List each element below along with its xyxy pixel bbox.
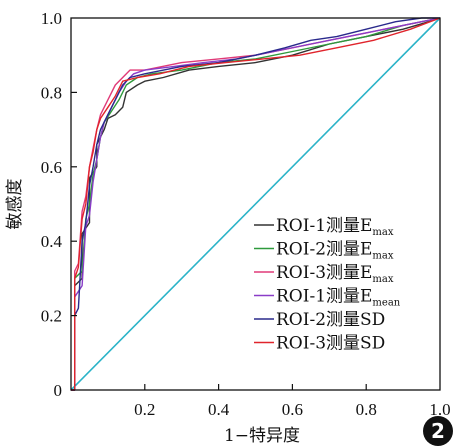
x-tick-label: 0.2 <box>134 400 155 419</box>
y-tick-label: 0.6 <box>41 158 62 177</box>
x-tick-label: 0.6 <box>282 400 303 419</box>
y-tick-label: 0 <box>54 381 63 400</box>
legend: ROI-1测量EmaxROI-2测量EmaxROI-3测量EmaxROI-1测量… <box>254 216 401 354</box>
x-axis-label: 1−特异度 <box>224 426 300 446</box>
y-tick-label: 0.4 <box>41 232 63 251</box>
y-tick-label: 1.0 <box>41 9 62 28</box>
legend-label-3: ROI-3测量Emax <box>276 263 394 285</box>
badge-circle <box>423 416 453 446</box>
roc-series-line-4 <box>71 17 441 391</box>
figure-badge: 2 <box>423 416 453 446</box>
reference-diagonal <box>70 17 441 391</box>
legend-label-5: ROI-2测量SD <box>276 310 385 330</box>
legend-label-4: ROI-1测量Emean <box>276 287 401 309</box>
legend-label-2: ROI-2测量Emax <box>276 240 394 262</box>
roc-series-line-6 <box>71 17 441 391</box>
plot-frame <box>70 17 441 391</box>
plot-content <box>70 17 441 391</box>
y-tick-label: 0.2 <box>41 307 62 326</box>
legend-label-1: ROI-1测量Emax <box>276 216 394 238</box>
roc-series-line-5 <box>71 17 440 391</box>
y-tick-label: 0.8 <box>41 83 62 102</box>
axis-ticks: 0.2 0.4 0.6 0.8 1.0 0 0.2 0.4 0.6 0.8 1.0 <box>41 9 451 419</box>
x-tick-label: 0.8 <box>356 400 377 419</box>
x-tick-label: 0.4 <box>208 400 230 419</box>
y-axis-label: 敏感度 <box>5 179 25 230</box>
x-tick-label: 1.0 <box>429 400 450 419</box>
legend-label-6: ROI-3测量SD <box>276 334 385 354</box>
badge-number: 2 <box>431 419 445 443</box>
